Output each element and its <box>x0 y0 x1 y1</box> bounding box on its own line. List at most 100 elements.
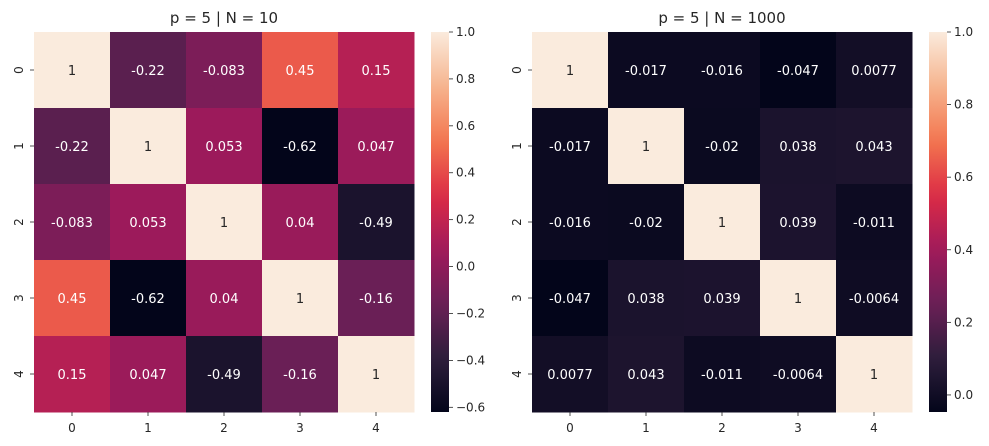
y-tick-label: 3 <box>12 294 26 302</box>
cell-annotation: 1 <box>642 140 650 155</box>
heatmap-cell <box>186 108 263 185</box>
cell-annotation: -0.017 <box>549 140 591 155</box>
cell-annotation: -0.017 <box>625 64 667 79</box>
y-tick-label: 1 <box>12 142 26 150</box>
cell-annotation: -0.016 <box>701 64 743 79</box>
cell-annotation: -0.16 <box>283 368 317 383</box>
cell-annotation: 1 <box>296 292 304 307</box>
cell-annotation: 0.053 <box>129 216 166 231</box>
cell-annotation: 0.043 <box>855 140 892 155</box>
heatmap-cell <box>532 184 609 261</box>
heatmap-panel-1: p = 5 | N = 1000 1 -0.017 -0.016 -0.047 0.007… <box>510 9 973 435</box>
colorbar-tick-label: 0.4 <box>954 243 973 257</box>
heatmap-cell <box>836 108 913 185</box>
cell-annotation: -0.011 <box>701 368 743 383</box>
cell-annotation: 0.039 <box>779 216 816 231</box>
heatmap-cell <box>608 32 685 109</box>
heatmap-cell <box>760 108 837 185</box>
x-tick-label: 4 <box>870 421 878 435</box>
heatmap-cell <box>532 260 609 337</box>
y-tick-label: 1 <box>510 142 524 150</box>
heatmap-cell <box>34 336 111 413</box>
heatmap-cell <box>338 336 415 413</box>
heatmap-cell <box>262 260 339 337</box>
cell-annotation: -0.62 <box>283 140 317 155</box>
colorbar-tick-label: −0.6 <box>456 400 485 414</box>
colorbar-tick-label: −0.4 <box>456 353 485 367</box>
colorbar-tick-label: 0.0 <box>954 388 973 402</box>
y-tick-label: 2 <box>510 218 524 226</box>
heatmap-cell <box>110 184 187 261</box>
cell-annotation: 1 <box>870 368 878 383</box>
x-tick-label: 1 <box>642 421 650 435</box>
cell-annotation: 0.0077 <box>547 368 593 383</box>
heatmap-panel-0: p = 5 | N = 10 1 -0.22 -0.083 0.45 0.15 -0.22 1… <box>12 9 485 435</box>
heatmap-cell <box>684 32 761 109</box>
heatmap-cell <box>532 108 609 185</box>
colorbar-tick-label: 1.0 <box>456 25 475 39</box>
heatmap-cell <box>186 336 263 413</box>
colorbar-tick-label: 0.8 <box>456 72 475 86</box>
x-tick-label: 1 <box>144 421 152 435</box>
cell-annotation: 1 <box>566 64 574 79</box>
cell-annotation: -0.22 <box>55 140 89 155</box>
heatmap-cell <box>338 260 415 337</box>
y-tick-label: 0 <box>510 66 524 74</box>
colorbar <box>431 32 449 412</box>
x-tick-label: 4 <box>372 421 380 435</box>
heatmap-cell <box>684 260 761 337</box>
cell-annotation: -0.083 <box>51 216 93 231</box>
cell-annotation: -0.62 <box>131 292 165 307</box>
heatmap-cell <box>186 184 263 261</box>
cell-annotation: -0.02 <box>705 140 739 155</box>
cell-annotation: 0.047 <box>357 140 394 155</box>
x-tick-label: 0 <box>566 421 574 435</box>
colorbar-tick-label: 0.6 <box>954 170 973 184</box>
heatmap-cell <box>608 108 685 185</box>
heatmap-cell <box>262 184 339 261</box>
heatmap-cell <box>836 336 913 413</box>
cell-annotation: -0.22 <box>131 64 165 79</box>
cell-annotation: 0.45 <box>286 64 315 79</box>
colorbar-tick-label: 0.0 <box>456 260 475 274</box>
x-tick-label: 2 <box>718 421 726 435</box>
chart-title: p = 5 | N = 1000 <box>658 9 785 27</box>
colorbar-tick-label: 0.2 <box>954 315 973 329</box>
heatmap-cell <box>684 336 761 413</box>
cell-annotation: 0.0077 <box>851 64 897 79</box>
heatmap-cell <box>532 32 609 109</box>
cell-annotation: 0.038 <box>627 292 664 307</box>
cell-annotation: 1 <box>372 368 380 383</box>
heatmap-cell <box>34 108 111 185</box>
x-tick-label: 3 <box>794 421 802 435</box>
heatmap-cell <box>836 32 913 109</box>
heatmap-cell <box>684 108 761 185</box>
cell-annotation: -0.49 <box>207 368 241 383</box>
cell-annotation: 1 <box>68 64 76 79</box>
cell-annotation: -0.016 <box>549 216 591 231</box>
y-tick-label: 0 <box>12 66 26 74</box>
heatmap-cell <box>684 184 761 261</box>
cell-annotation: -0.047 <box>777 64 819 79</box>
heatmap-cell <box>760 336 837 413</box>
heatmap-cell <box>262 108 339 185</box>
heatmap-cell <box>338 108 415 185</box>
heatmap-cell <box>836 260 913 337</box>
y-tick-label: 3 <box>510 294 524 302</box>
heatmap-cell <box>262 32 339 109</box>
heatmap-cell <box>110 336 187 413</box>
cell-annotation: 0.039 <box>703 292 740 307</box>
cell-annotation: 1 <box>794 292 802 307</box>
cell-annotation: 0.04 <box>286 216 315 231</box>
x-tick-label: 2 <box>220 421 228 435</box>
heatmap-cell <box>34 260 111 337</box>
heatmap-cell <box>608 260 685 337</box>
chart-title: p = 5 | N = 10 <box>170 9 278 27</box>
cell-annotation: 1 <box>220 216 228 231</box>
cell-annotation: 0.043 <box>627 368 664 383</box>
colorbar-tick-label: 0.4 <box>456 166 475 180</box>
colorbar-tick-label: 0.2 <box>456 213 475 227</box>
colorbar-tick-label: −0.2 <box>456 306 485 320</box>
heatmap-cell <box>186 260 263 337</box>
y-tick-label: 4 <box>12 370 26 378</box>
